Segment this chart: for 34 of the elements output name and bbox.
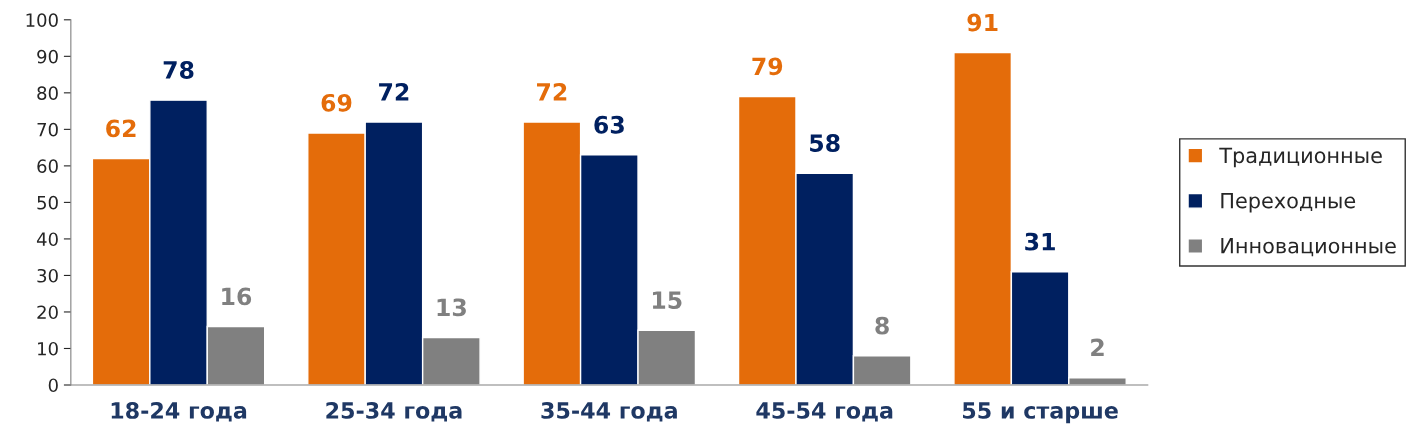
data-label: 62 <box>106 119 136 138</box>
data-label: 78 <box>163 61 194 79</box>
y-tick-label: 100 <box>26 13 58 27</box>
x-tick-label: 25-34 года <box>326 402 462 422</box>
y-tick-label: 70 <box>37 122 58 137</box>
data-label: 16 <box>222 287 252 306</box>
y-tick-label: 50 <box>37 195 58 210</box>
legend-label: Традиционные <box>1219 147 1382 168</box>
y-tick-label: 80 <box>37 86 58 100</box>
data-label: 31 <box>1025 232 1055 251</box>
y-tick-label: 60 <box>37 159 58 173</box>
data-label: 13 <box>437 298 466 317</box>
y-tick-label: 30 <box>37 268 58 283</box>
x-tick-label: 55 и старше <box>963 402 1118 424</box>
y-tick-label: 10 <box>38 341 58 356</box>
data-label: 72 <box>379 82 409 101</box>
x-tick-label: 35-44 года <box>541 402 677 422</box>
data-label: 8 <box>875 316 889 335</box>
data-label: 58 <box>810 134 840 152</box>
x-tick-label: 45-54 года <box>756 402 893 422</box>
data-label: 79 <box>752 57 783 76</box>
y-tick-label: 90 <box>37 49 58 64</box>
data-label: 91 <box>967 13 998 32</box>
data-label: 63 <box>594 115 624 134</box>
legend-label: Переходные <box>1221 192 1356 213</box>
data-label: 72 <box>537 82 567 101</box>
legend-label: Инновационные <box>1221 238 1396 257</box>
y-tick-label: 20 <box>37 305 58 320</box>
data-label: 2 <box>1091 338 1104 357</box>
y-tick-label: 0 <box>48 378 58 393</box>
data-label: 15 <box>652 291 682 309</box>
y-tick-label: 40 <box>36 232 58 247</box>
data-label: 69 <box>321 93 352 112</box>
x-tick-label: 18-24 года <box>111 402 247 422</box>
